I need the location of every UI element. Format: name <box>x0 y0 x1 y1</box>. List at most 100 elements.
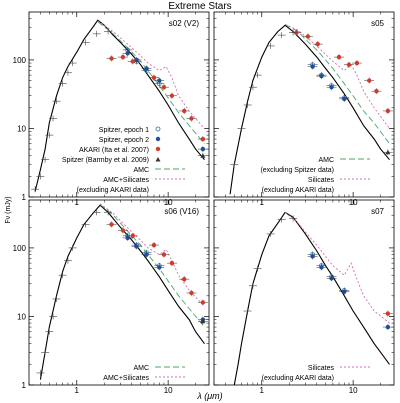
photometry-point <box>63 257 72 264</box>
circle-marker <box>151 75 157 80</box>
data-point <box>141 251 152 258</box>
photometry-point <box>52 295 61 302</box>
circle-marker <box>310 64 315 69</box>
x-tick-label: 1 <box>75 386 80 395</box>
panel-frame <box>213 11 395 198</box>
data-point <box>117 54 128 61</box>
panel-title: s06 (V16) <box>164 207 199 216</box>
photometry-point <box>49 313 58 320</box>
photometry-point <box>253 72 262 79</box>
circle-marker <box>161 84 167 90</box>
legend-circle-icon <box>155 136 161 142</box>
photometry-point <box>81 39 90 46</box>
circle-marker <box>144 66 149 71</box>
circle-marker <box>134 244 139 249</box>
data-point <box>158 84 169 91</box>
photometry-point <box>104 28 113 35</box>
legend: AMC (excluding Spitzer data) Silicates (exc… <box>260 157 370 194</box>
data-point <box>122 50 133 57</box>
photometry-point <box>52 98 61 105</box>
photometry-point <box>92 30 101 37</box>
circle-marker <box>144 252 149 257</box>
circle-marker <box>157 265 162 270</box>
data-point <box>122 234 133 241</box>
circle-marker <box>315 41 320 47</box>
legend-label: Spitzer (Barmby et al. 2009) <box>62 157 149 164</box>
series-line-amc <box>97 21 205 144</box>
circle-marker <box>169 93 175 98</box>
photometry-point <box>31 186 40 193</box>
legend-label: (excluding AKARI data) <box>262 375 334 382</box>
data-point <box>186 115 197 122</box>
legend-label: AMC <box>133 167 149 174</box>
series-line-model <box>233 211 390 386</box>
triangle-marker <box>385 149 391 155</box>
y-axis-label: Fν (mJy) <box>5 196 12 223</box>
y-tick-label: 1 <box>22 193 27 202</box>
panel-3: 1 10 1 10 100 s06 (V16) AMC AMC+Silicates <box>13 199 210 395</box>
circle-marker <box>189 290 194 296</box>
circle-marker <box>385 324 391 330</box>
circle-marker <box>151 242 157 248</box>
legend-circle-icon <box>155 146 161 152</box>
data-point <box>351 60 362 67</box>
photometry-point <box>243 308 252 315</box>
data-point <box>166 92 177 99</box>
data-point <box>148 74 159 81</box>
panel-grid: 110110100s02 (V2)Spitzer, epoch 1Spitzer… <box>13 11 395 395</box>
photometry-point <box>248 282 257 289</box>
photometry-point <box>41 156 50 163</box>
series-line-amc <box>284 24 390 144</box>
legend-triangle-icon <box>155 157 161 162</box>
circle-marker <box>109 56 114 61</box>
data-point <box>106 55 117 62</box>
data-point <box>316 73 327 80</box>
data-point <box>179 107 190 114</box>
photometry-point <box>277 216 286 223</box>
data-point <box>343 61 354 68</box>
series-line-amc-silicates <box>97 20 205 129</box>
circle-marker <box>134 57 139 63</box>
circle-marker <box>169 260 175 266</box>
panel-1: 110110100s02 (V2)Spitzer, epoch 1Spitzer… <box>13 11 210 207</box>
data-point <box>197 299 208 306</box>
circle-marker <box>200 300 206 305</box>
photometry-point <box>289 29 298 36</box>
circle-marker <box>319 265 324 270</box>
series-line-amc-silicates <box>99 203 205 307</box>
circle-marker <box>120 54 126 60</box>
circle-marker <box>182 108 187 114</box>
y-tick-label: 100 <box>13 244 27 253</box>
legend-circle-open-icon <box>155 126 161 132</box>
photometry-point <box>289 215 298 222</box>
circle-marker <box>125 235 130 241</box>
circle-marker <box>329 276 334 281</box>
data-point <box>127 58 138 65</box>
data-point <box>179 276 190 283</box>
data-point <box>371 88 382 95</box>
legend: Silicates (excluding AKARI data) <box>262 365 370 382</box>
series-line-silicates <box>284 212 390 324</box>
y-tick-label: 100 <box>13 56 27 65</box>
data-point <box>197 152 208 159</box>
photometry-point <box>36 173 45 180</box>
x-axis-label: λ (μm) <box>196 391 222 401</box>
circle-marker <box>189 116 194 121</box>
panel-frame <box>28 199 210 386</box>
data-point <box>326 275 337 282</box>
y-tick-label: 10 <box>17 124 26 133</box>
data-point <box>197 136 208 143</box>
photometry-point <box>45 328 54 335</box>
series-line-silicates <box>284 23 390 129</box>
data-point <box>307 253 318 260</box>
data-point <box>339 288 350 295</box>
data-point <box>158 251 169 258</box>
data-point <box>131 243 142 250</box>
photometry-point <box>41 349 50 356</box>
photometry-point <box>45 132 54 139</box>
series-line-amc <box>99 204 205 328</box>
circle-marker <box>319 73 324 79</box>
panel-frame <box>213 199 395 386</box>
data-point <box>148 242 159 249</box>
